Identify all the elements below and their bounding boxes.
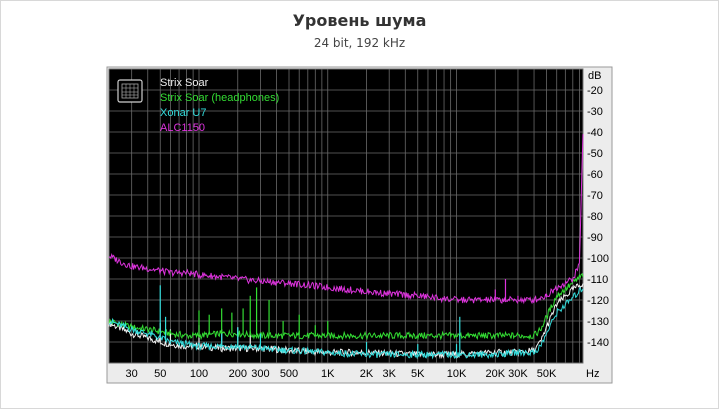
x-tick-label: 5K (411, 368, 425, 380)
legend: Strix Soar Strix Soar (headphones) Xonar… (117, 77, 279, 134)
x-tick-labels: 30 50 100 200 300 500 1K 2K 3K 5K 10K 20K 30K 50K (126, 368, 557, 380)
y-tick-label: -40 (587, 127, 603, 139)
series-strix-soar-headphones- (108, 273, 584, 341)
legend-entry-strix-soar: Strix Soar (160, 77, 209, 89)
series-line (109, 287, 584, 360)
series-layer (108, 134, 584, 360)
y-tick-label: -100 (587, 253, 609, 265)
y-tick-label: -70 (587, 190, 603, 202)
y-tick-label: -50 (587, 148, 603, 160)
legend-entry-xonar-u7: Xonar U7 (160, 107, 206, 119)
y-tick-label: -20 (587, 85, 603, 97)
legend-icon (117, 79, 143, 103)
x-tick-label: 50 (154, 368, 166, 380)
y-tick-label: -60 (587, 169, 603, 181)
y-tick-labels: -20 -30 -40 -50 -60 -70 -80 -90 -100 -110 -120 -130… (587, 85, 609, 349)
series-line (108, 134, 584, 305)
y-axis-unit-label: dB (588, 70, 601, 82)
x-tick-label: 100 (190, 368, 208, 380)
x-axis-unit-label: Hz (586, 368, 599, 380)
y-tick-label: -140 (587, 337, 609, 349)
x-tick-label: 30K (508, 368, 528, 380)
y-tick-label: -80 (587, 211, 603, 223)
series-xonar-u7 (109, 285, 584, 360)
x-tick-label: 500 (280, 368, 298, 380)
y-tick-label: -120 (587, 295, 609, 307)
chart-title: Уровень шума (292, 11, 427, 30)
series-alc1150 (108, 134, 584, 305)
chart-subtitle: 24 bit, 192 kHz (313, 36, 406, 50)
legend-entry-alc1150: ALC1150 (160, 122, 205, 134)
y-tick-label: -30 (587, 106, 603, 118)
x-tick-label: 200 (229, 368, 247, 380)
y-tick-label: -110 (587, 274, 608, 286)
x-tick-label: 3K (382, 368, 396, 380)
x-tick-label: 30 (126, 368, 138, 380)
y-tick-label: -90 (587, 232, 603, 244)
x-tick-label: 50K (537, 368, 557, 380)
x-tick-label: 20K (485, 368, 505, 380)
x-tick-label: 2K (360, 368, 374, 380)
x-tick-label: 1K (321, 368, 335, 380)
series-line (108, 273, 584, 341)
x-tick-label: 300 (251, 368, 269, 380)
x-tick-label: 10K (447, 368, 467, 380)
legend-entry-strix-soar-headphones: Strix Soar (headphones) (160, 92, 279, 104)
grid (108, 68, 583, 364)
y-tick-label: -130 (587, 316, 609, 328)
